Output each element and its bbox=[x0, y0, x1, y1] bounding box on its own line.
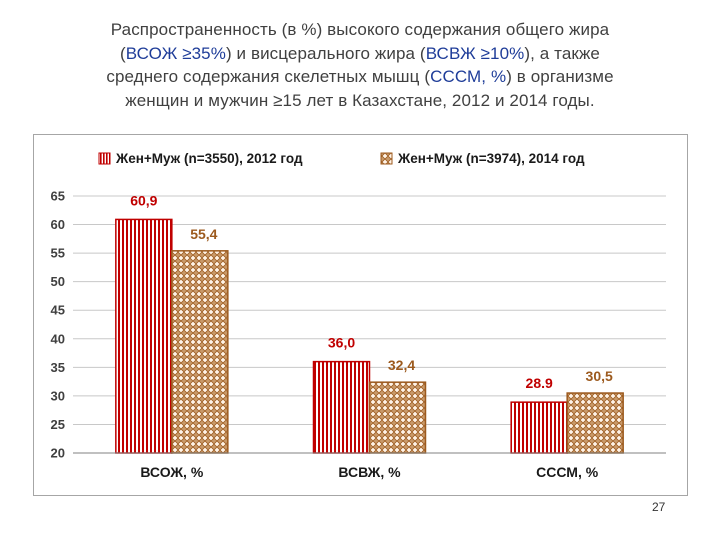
title-line-4: женщин и мужчин ≥15 лет в Казахстане, 20… bbox=[125, 90, 595, 110]
title-highlight-vsvzh: ВСВЖ ≥10% bbox=[425, 43, 525, 63]
bar-series-2012 bbox=[115, 218, 173, 454]
y-tick-label: 65 bbox=[51, 189, 65, 204]
x-category-label: СССМ, % bbox=[536, 464, 599, 480]
data-label: 36,0 bbox=[328, 335, 355, 351]
y-tick-label: 35 bbox=[51, 360, 65, 375]
chart-frame: 60,9 55,4 36,0 32,4 28.9 30,5 20 25 30 35 40 45 50 5… bbox=[33, 134, 688, 496]
y-tick-label: 30 bbox=[51, 388, 65, 403]
legend-label: Жен+Муж (n=3974), 2014 год bbox=[397, 151, 585, 166]
bar-series-2012 bbox=[510, 401, 568, 454]
y-tick-label: 25 bbox=[51, 417, 65, 432]
bar-series-2014 bbox=[368, 381, 427, 454]
bar-chart: 60,9 55,4 36,0 32,4 28.9 30,5 20 25 30 35 40 45 50 5… bbox=[51, 151, 666, 480]
title-line-2-mid: ) и висцерального жира ( bbox=[225, 43, 426, 63]
bar-series-2014 bbox=[171, 250, 229, 454]
data-label: 32,4 bbox=[388, 357, 415, 373]
data-label: 60,9 bbox=[130, 192, 157, 208]
title-highlight-sssm: СССМ, % bbox=[430, 67, 507, 86]
y-tick-label: 45 bbox=[51, 303, 65, 318]
x-category-label: ВСВЖ, % bbox=[338, 464, 401, 480]
y-tick-label: 20 bbox=[51, 446, 65, 461]
title-line-3-post: ) в организме bbox=[506, 67, 614, 86]
data-label: 28.9 bbox=[526, 375, 553, 391]
y-tick-label: 55 bbox=[51, 246, 65, 261]
legend-swatch bbox=[98, 152, 111, 165]
title-highlight-vsozh: ВСОЖ ≥35% bbox=[125, 43, 226, 63]
slide-title: Распространенность (в %) высокого содерж… bbox=[20, 18, 700, 112]
y-tick-label: 50 bbox=[51, 274, 65, 289]
page-number: 27 bbox=[652, 500, 666, 514]
x-category-label: ВСОЖ, % bbox=[140, 464, 203, 480]
title-line-2: (ВСОЖ ≥35%) и висцерального жира (ВСВЖ ≥… bbox=[20, 42, 700, 66]
title-line-2-post: ), а также bbox=[524, 43, 600, 63]
data-label: 30,5 bbox=[586, 368, 613, 384]
title-line-3-pre: среднего содержания скелетных мышц ( bbox=[106, 67, 431, 86]
y-tick-label: 40 bbox=[51, 331, 65, 346]
title-line-3: среднего содержания скелетных мышц (СССМ… bbox=[20, 65, 700, 89]
bar-series-2012 bbox=[312, 360, 371, 454]
legend-swatch bbox=[380, 152, 393, 165]
legend-label: Жен+Муж (n=3550), 2012 год bbox=[115, 151, 303, 166]
title-line-2-pre: ( bbox=[119, 43, 126, 63]
bar-series-2014 bbox=[566, 392, 624, 454]
title-line-1: Распространенность (в %) высокого содерж… bbox=[110, 20, 610, 39]
y-tick-label: 60 bbox=[51, 217, 65, 232]
data-label: 55,4 bbox=[190, 226, 217, 242]
